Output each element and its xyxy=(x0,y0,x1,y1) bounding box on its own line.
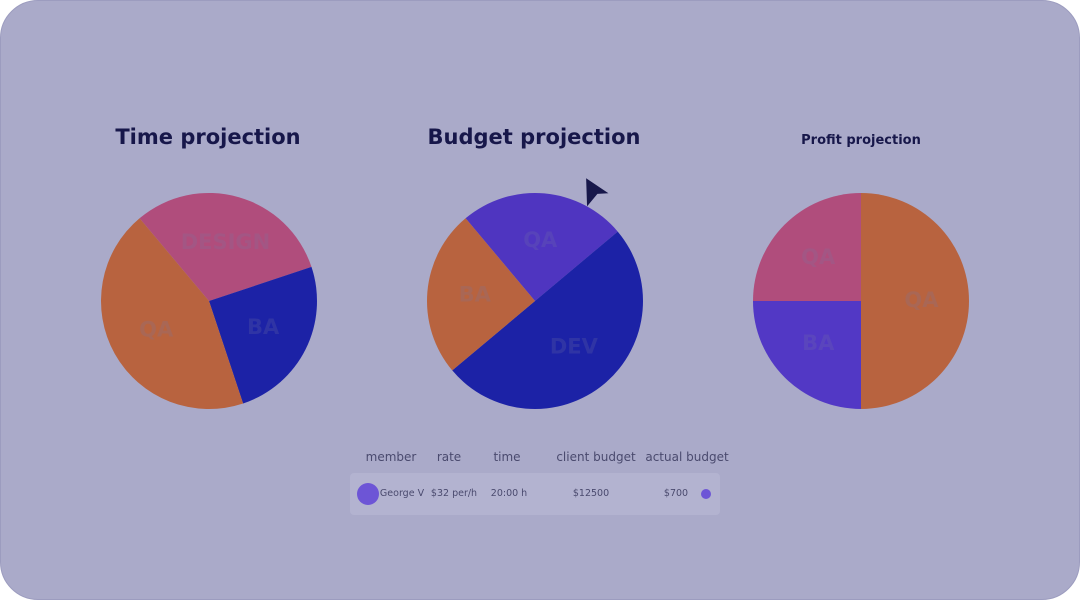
pie-label-qa: QA xyxy=(904,288,939,312)
member-name: George V xyxy=(379,488,425,499)
budget-projection-title: Budget projection xyxy=(427,125,641,149)
column-header-time: time xyxy=(493,450,521,464)
status-dot[interactable] xyxy=(701,489,711,499)
pie-label-dev: DEV xyxy=(550,334,599,358)
column-header-actual-budget: actual budget xyxy=(645,450,729,464)
pie-label-qa: QA xyxy=(523,228,558,252)
column-header-client-budget: client budget xyxy=(556,450,636,464)
pie-slice-qa[interactable] xyxy=(465,193,618,301)
budget-projection-pie[interactable]: QA DEV BA xyxy=(427,193,643,409)
pie-slice-qa[interactable] xyxy=(753,193,861,301)
pie-label-design: DESIGN xyxy=(181,230,271,254)
profit-projection-title: Profit projection xyxy=(801,133,921,148)
actual-budget-value: $700 xyxy=(663,488,689,499)
pie-label-qa: QA xyxy=(139,318,174,342)
time-value: 20:00 h xyxy=(490,488,528,499)
pie-slice-dev[interactable] xyxy=(452,231,643,409)
pie-label-ba: BA xyxy=(802,331,835,355)
pie-label-ba: BA xyxy=(247,315,280,339)
pie-slice-ba[interactable] xyxy=(427,218,535,371)
rate-value: $32 per/h xyxy=(430,488,478,499)
pie-slice-qa[interactable] xyxy=(100,218,244,409)
avatar xyxy=(357,483,379,505)
pie-slice-design[interactable] xyxy=(139,193,312,301)
pie-label-qa: QA xyxy=(801,245,836,269)
pie-label-ba: BA xyxy=(459,283,492,307)
table-row[interactable]: George V $32 per/h 20:00 h $12500 $700 xyxy=(350,473,720,515)
client-budget-value: $12500 xyxy=(572,488,610,499)
column-header-member: member xyxy=(365,450,417,464)
time-projection-title: Time projection xyxy=(115,125,301,149)
pointer-arrow-icon xyxy=(586,178,609,207)
profit-projection-pie[interactable]: QA BA QA xyxy=(753,193,969,409)
time-projection-pie[interactable]: DESIGN BA QA xyxy=(100,193,317,409)
column-header-rate: rate xyxy=(436,450,462,464)
pie-slice-ba[interactable] xyxy=(209,266,317,404)
pie-slice-ba[interactable] xyxy=(753,301,861,409)
pie-slice-qa[interactable] xyxy=(861,193,969,409)
